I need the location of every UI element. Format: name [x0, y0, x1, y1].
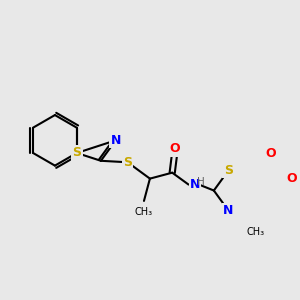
Text: CH₃: CH₃ — [135, 207, 153, 217]
Text: S: S — [123, 156, 132, 169]
Text: H: H — [197, 177, 205, 187]
Text: N: N — [223, 204, 233, 217]
Text: N: N — [110, 134, 121, 147]
Text: N: N — [190, 178, 200, 191]
Text: O: O — [266, 147, 276, 160]
Text: O: O — [286, 172, 297, 185]
Text: O: O — [170, 142, 181, 155]
Text: CH₃: CH₃ — [246, 227, 264, 237]
Text: S: S — [72, 146, 81, 160]
Text: S: S — [224, 164, 233, 177]
